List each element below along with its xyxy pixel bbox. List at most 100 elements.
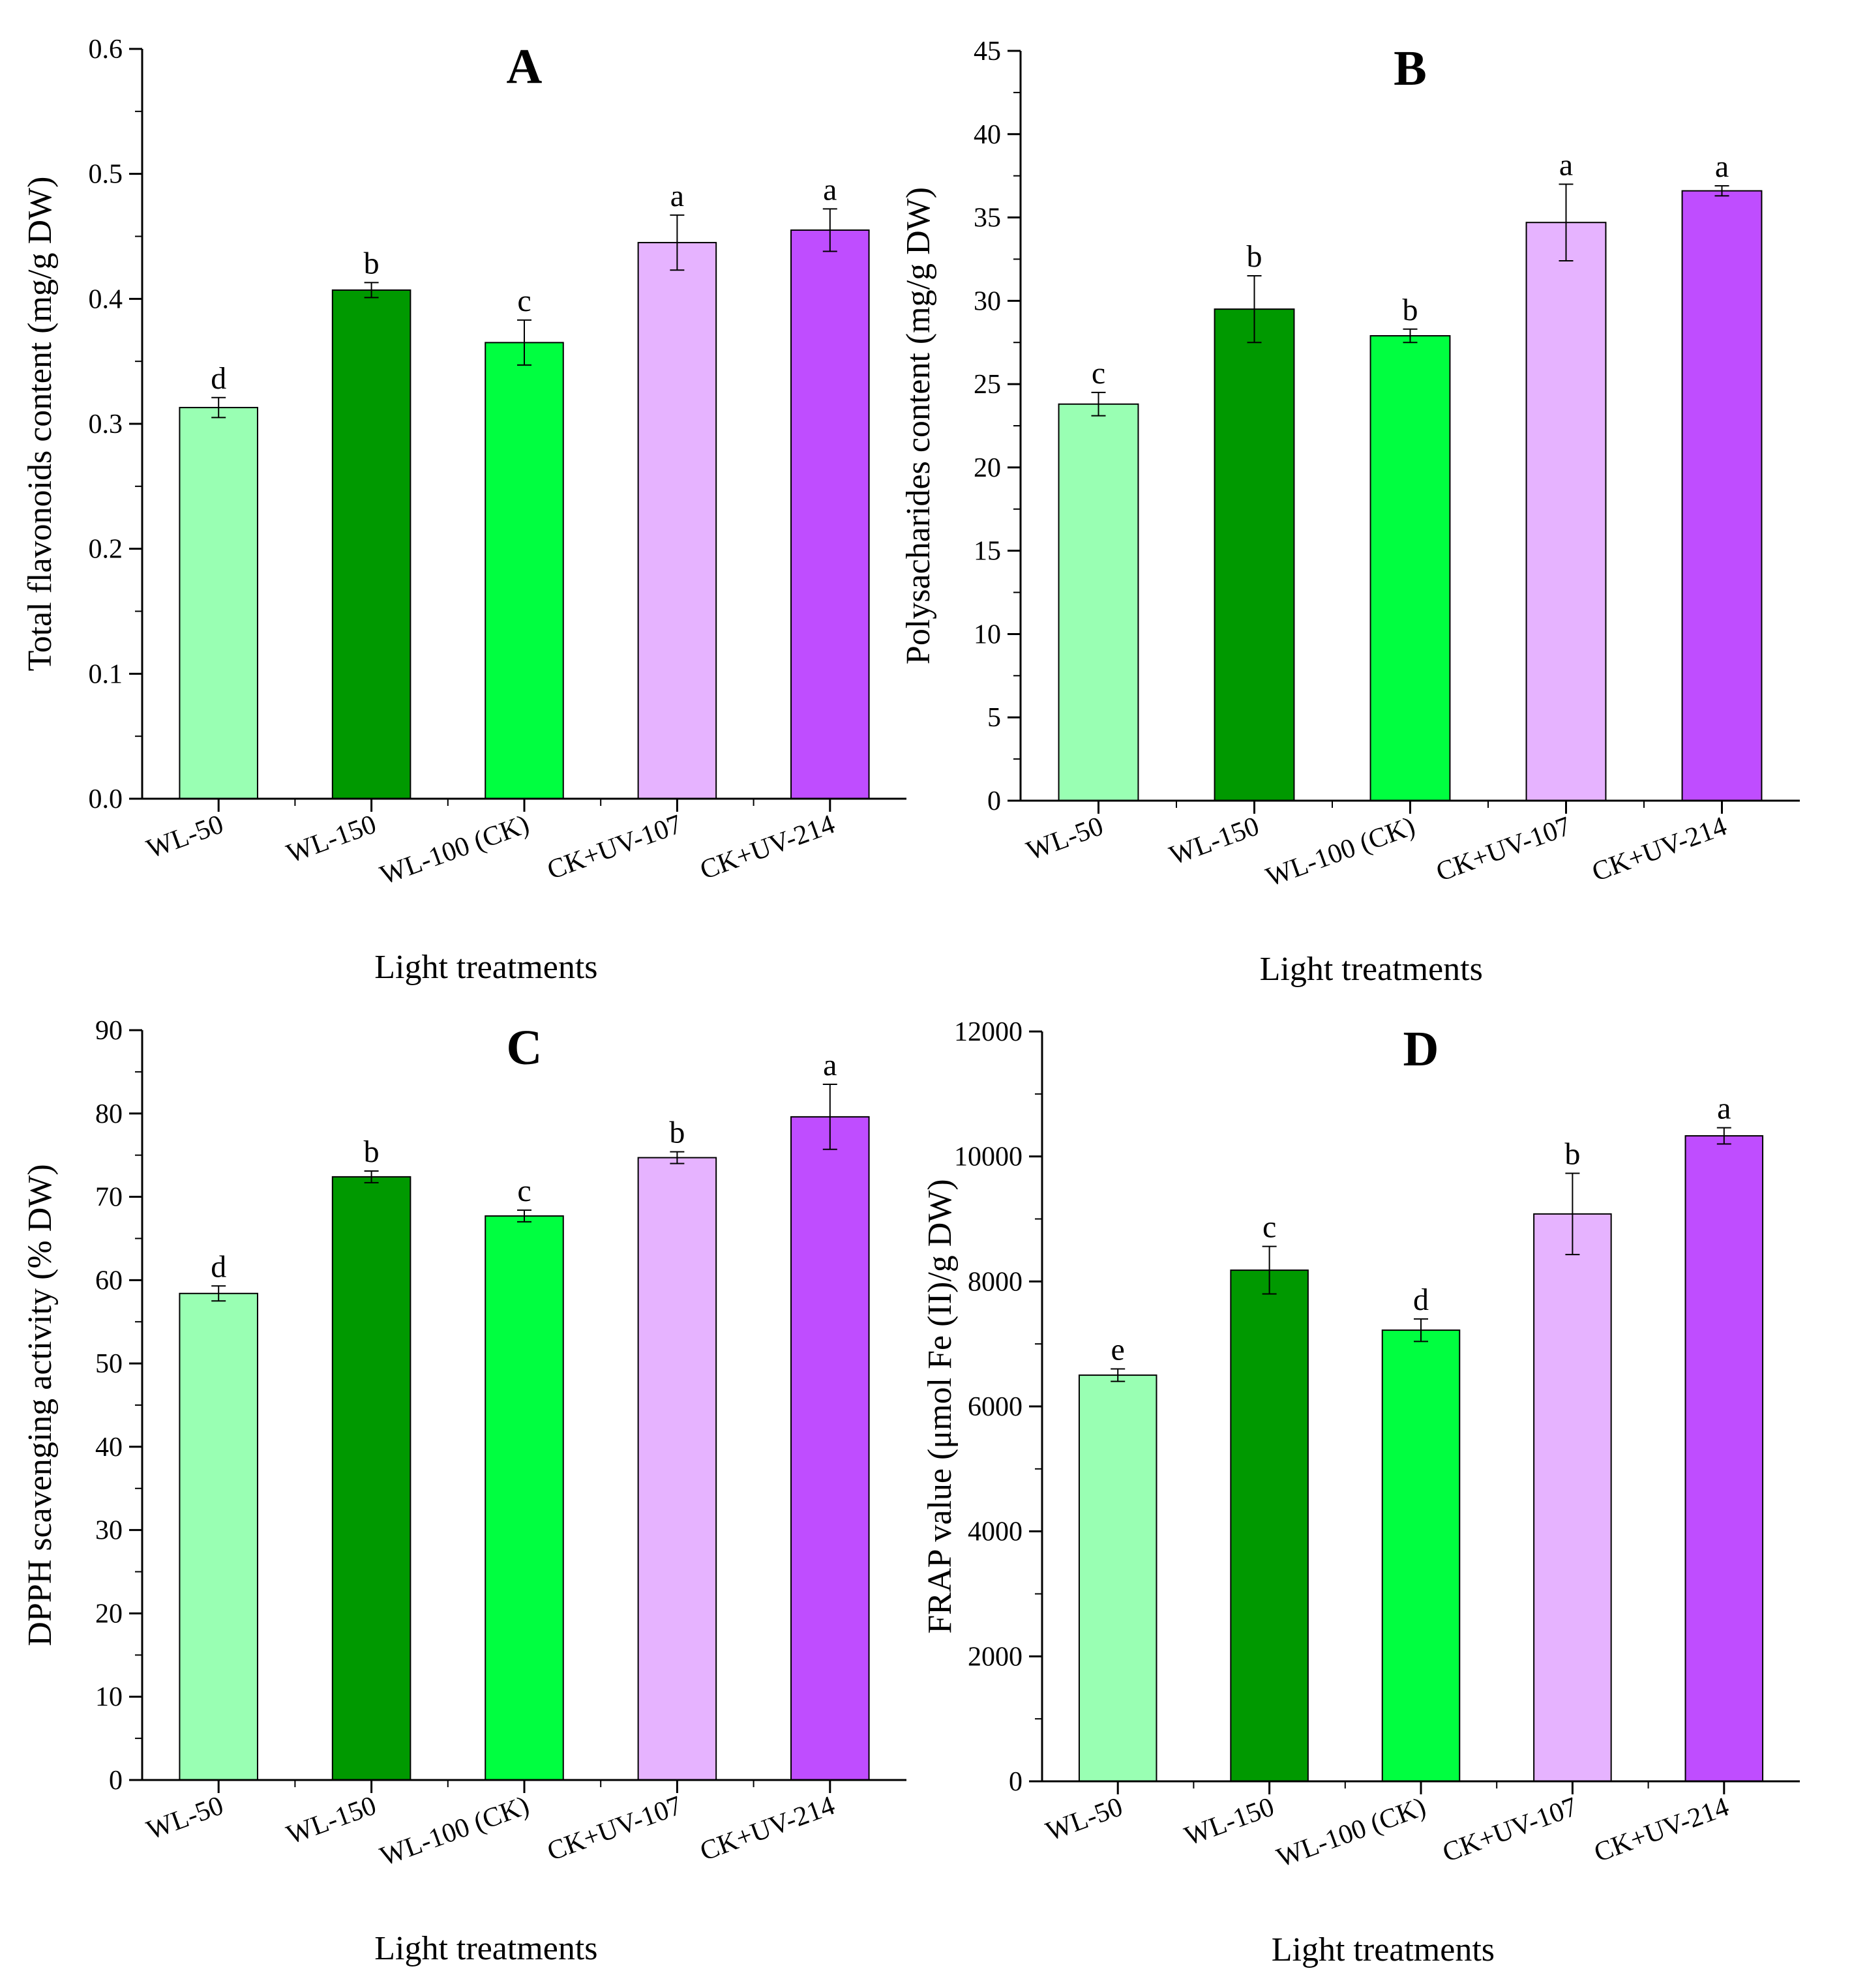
error-bar [1091, 391, 1106, 417]
y-tick-label: 50 [95, 1349, 123, 1379]
y-tick-label: 2000 [968, 1642, 1023, 1672]
y-tick-label: 25 [974, 370, 1001, 400]
x-category-label: CK+UV-214 [696, 809, 839, 885]
panel-title: B [1394, 41, 1427, 96]
x-category-label: WL-100 (CK) [376, 809, 533, 891]
error-bar [364, 282, 379, 299]
y-tick-label: 60 [95, 1266, 123, 1296]
bar [1533, 1213, 1612, 1783]
x-axis-title: Light treatments [1272, 1931, 1495, 1968]
y-tick-label: 30 [974, 286, 1001, 316]
y-tick-label: 0 [1009, 1767, 1023, 1797]
y-tick-label: 10 [974, 619, 1001, 649]
y-tick-label: 35 [974, 203, 1001, 233]
y-tick-label: 0 [987, 786, 1001, 816]
y-tick-label: 0.6 [89, 35, 123, 65]
bar [485, 1215, 564, 1781]
error-bar [1565, 1172, 1580, 1256]
bar [331, 289, 411, 799]
x-category-label: CK+UV-107 [543, 1790, 686, 1867]
y-axis-title: DPPH scavenging activity (% DW) [22, 1164, 59, 1646]
bar [1525, 222, 1607, 801]
y-tick-label: 0.4 [89, 284, 123, 314]
error-bar [1403, 328, 1418, 344]
x-category-label: CK+UV-107 [1439, 1792, 1581, 1868]
bar [1681, 190, 1763, 801]
y-tick-label: 40 [95, 1432, 123, 1462]
x-axis-title: Light treatments [374, 949, 597, 986]
bar [1078, 1374, 1158, 1782]
error-bar [1111, 1368, 1126, 1382]
y-tick-label: 40 [974, 120, 1001, 150]
significance-label: a [670, 179, 684, 213]
panel-title: D [1403, 1022, 1439, 1076]
significance-label: c [1092, 356, 1105, 391]
bar [1214, 308, 1295, 802]
y-tick-label: 10000 [954, 1142, 1023, 1172]
x-category-label: CK+UV-214 [696, 1790, 839, 1867]
error-bar [1559, 183, 1574, 261]
error-bar [822, 1084, 837, 1150]
y-tick-label: 6000 [968, 1392, 1023, 1422]
y-tick-label: 20 [974, 453, 1001, 483]
error-bar [1414, 1318, 1428, 1343]
y-tick-label: 20 [95, 1599, 123, 1629]
significance-label: b [1564, 1137, 1580, 1172]
x-category-label: CK+UV-214 [1591, 1792, 1733, 1868]
bar [1369, 335, 1451, 801]
y-tick-label: 0.1 [89, 659, 123, 689]
significance-label: a [823, 1048, 837, 1082]
y-tick-label: 45 [974, 37, 1001, 67]
x-category-label: WL-150 [1181, 1792, 1278, 1852]
bar [790, 229, 870, 799]
error-bar [1262, 1245, 1277, 1295]
bar [637, 242, 717, 800]
bar [485, 342, 564, 799]
bar [637, 1157, 717, 1781]
error-bar [1716, 1127, 1731, 1145]
y-axis-title: Polysacharides content (mg/g DW) [900, 187, 937, 664]
significance-label: c [517, 1174, 531, 1208]
error-bar [670, 1151, 685, 1165]
significance-label: b [364, 246, 380, 280]
y-tick-label: 8000 [968, 1267, 1023, 1297]
y-tick-label: 5 [987, 703, 1001, 733]
y-tick-label: 0.3 [89, 409, 123, 439]
error-bar [1714, 185, 1729, 197]
bar [1230, 1269, 1309, 1783]
error-bar [822, 208, 837, 252]
significance-label: d [211, 1249, 226, 1284]
bar [331, 1176, 411, 1781]
y-tick-label: 0.2 [89, 535, 123, 565]
x-axis-title: Light treatments [1260, 951, 1483, 988]
x-category-label: WL-100 (CK) [1273, 1792, 1429, 1873]
bar [1684, 1135, 1764, 1782]
significance-label: a [1717, 1091, 1731, 1126]
significance-label: a [1715, 149, 1729, 184]
significance-label: c [517, 284, 531, 318]
x-axis-title: Light treatments [374, 1930, 597, 1967]
significance-label: b [1247, 239, 1262, 274]
x-category-label: WL-150 [283, 1790, 380, 1850]
significance-label: a [1559, 147, 1573, 182]
significance-label: c [1262, 1210, 1276, 1245]
bar [1058, 403, 1139, 801]
bar [179, 407, 258, 799]
significance-label: b [1403, 293, 1418, 327]
x-category-label: WL-150 [1165, 811, 1262, 871]
x-category-label: CK+UV-107 [1432, 811, 1575, 887]
y-axis-title: Total flavonoids content (mg/g DW) [22, 177, 59, 672]
significance-label: b [364, 1135, 380, 1169]
bar [790, 1116, 870, 1781]
y-tick-label: 0.0 [89, 784, 123, 814]
panel-title: C [507, 1020, 543, 1075]
x-category-label: WL-150 [283, 809, 380, 869]
error-bar [364, 1170, 379, 1183]
x-category-label: WL-100 (CK) [376, 1790, 533, 1872]
significance-label: d [1413, 1283, 1429, 1317]
x-category-label: WL-50 [143, 1790, 228, 1846]
error-bar [211, 1285, 226, 1302]
x-category-label: CK+UV-107 [543, 809, 686, 885]
x-category-label: WL-100 (CK) [1262, 811, 1418, 893]
